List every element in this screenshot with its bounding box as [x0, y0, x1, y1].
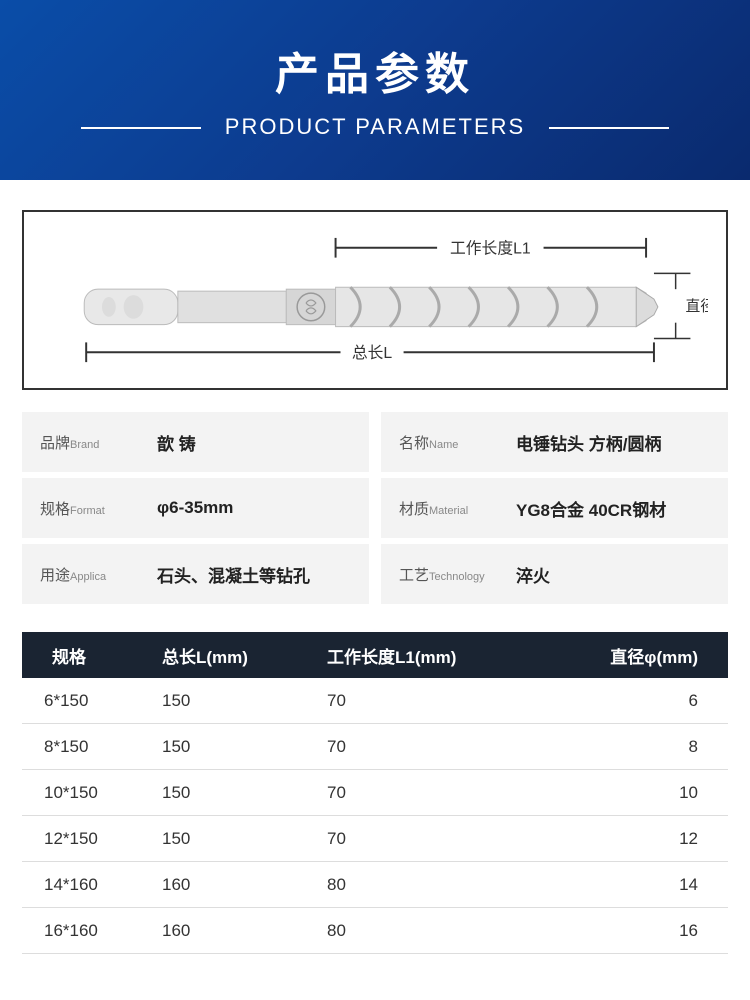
attr-technology: 工艺Technology 淬火	[381, 544, 728, 604]
table-cell: 150	[152, 737, 317, 757]
table-cell: 160	[152, 875, 317, 895]
attr-format: 规格Format φ6-35mm	[22, 478, 369, 538]
table-cell: 70	[317, 783, 547, 803]
table-row: 8*150150708	[22, 724, 728, 770]
col-spec: 规格	[22, 643, 152, 668]
spacer	[0, 180, 750, 210]
header-title-cn: 产品参数	[0, 38, 750, 102]
attr-material: 材质Material YG8合金 40CR钢材	[381, 478, 728, 538]
attr-application: 用途Applica 石头、混凝土等钻孔	[22, 544, 369, 604]
label-working-length-2: 工作长度L1	[450, 240, 531, 258]
attr-name: 名称Name 电锤钻头 方柄/圆柄	[381, 412, 728, 472]
table-cell: 150	[152, 829, 317, 849]
table-cell: 160	[152, 921, 317, 941]
col-length: 总长L(mm)	[152, 643, 317, 668]
table-row: 12*1501507012	[22, 816, 728, 862]
table-cell: 150	[152, 691, 317, 711]
table-cell: 6*150	[22, 691, 152, 711]
table-cell: 8	[547, 737, 728, 757]
table-row: 10*1501507010	[22, 770, 728, 816]
table-cell: 6	[547, 691, 728, 711]
table-row: 14*1601608014	[22, 862, 728, 908]
table-cell: 150	[152, 783, 317, 803]
col-diameter: 直径φ(mm)	[547, 643, 728, 668]
table-cell: 80	[317, 875, 547, 895]
table-cell: 16*160	[22, 921, 152, 941]
table-cell: 14*160	[22, 875, 152, 895]
label-diameter: 直径Φ	[686, 298, 709, 315]
spec-table-head: 规格 总长L(mm) 工作长度L1(mm) 直径φ(mm)	[22, 632, 728, 678]
table-cell: 70	[317, 829, 547, 849]
table-cell: 70	[317, 737, 547, 757]
table-cell: 14	[547, 875, 728, 895]
attribute-grid: 品牌Brand 歆 铸 名称Name 电锤钻头 方柄/圆柄 规格Format φ…	[22, 412, 728, 604]
table-cell: 10	[547, 783, 728, 803]
table-cell: 12	[547, 829, 728, 849]
label-total-length: 总长L	[352, 344, 393, 362]
table-cell: 16	[547, 921, 728, 941]
spec-table: 规格 总长L(mm) 工作长度L1(mm) 直径φ(mm) 6*15015070…	[22, 632, 728, 954]
table-cell: 8*150	[22, 737, 152, 757]
table-cell: 10*150	[22, 783, 152, 803]
header-title-en: PRODUCT PARAMETERS	[201, 114, 549, 140]
table-row: 6*150150706	[22, 678, 728, 724]
header-banner: 产品参数 PRODUCT PARAMETERS	[0, 0, 750, 180]
table-cell: 70	[317, 691, 547, 711]
table-cell: 12*150	[22, 829, 152, 849]
attr-brand: 品牌Brand 歆 铸	[22, 412, 369, 472]
drill-diagram: 工作长度L1 工作长度L1	[42, 232, 708, 370]
drill-shape	[84, 287, 658, 326]
diagram-box: 工作长度L1 工作长度L1	[22, 210, 728, 390]
table-row: 16*1601608016	[22, 908, 728, 954]
table-cell: 80	[317, 921, 547, 941]
col-working: 工作长度L1(mm)	[317, 643, 547, 668]
